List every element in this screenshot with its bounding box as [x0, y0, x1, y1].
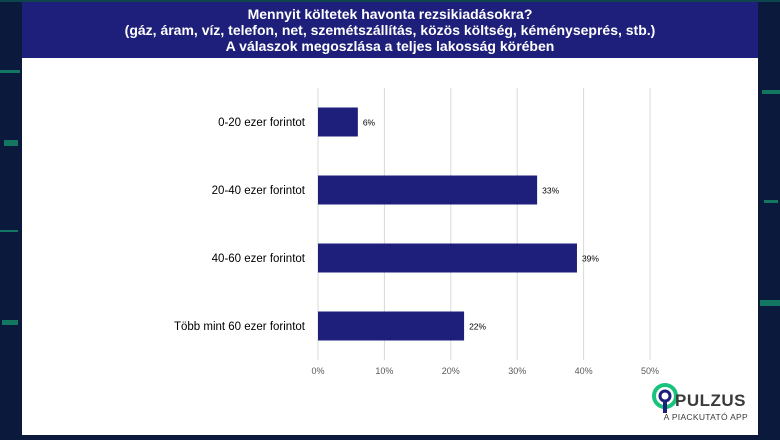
x-tick-label: 10% [375, 366, 393, 376]
data-label: 39% [582, 254, 599, 264]
x-tick-label: 40% [575, 366, 593, 376]
bar-chart: 0% 10% 20% 30% 40% 50% 0-20 ezer forintot 6% 20-… [174, 88, 659, 376]
x-tick-label: 20% [442, 366, 460, 376]
pulzus-logo-icon [652, 383, 678, 413]
x-tick-label: 30% [508, 366, 526, 376]
category-label: 40-60 ezer forintot [212, 253, 306, 265]
data-label: 33% [542, 186, 559, 196]
chart-card: 0% 10% 20% 30% 40% 50% 0-20 ezer forintot 6% 20-… [22, 58, 758, 435]
category-label: 0-20 ezer forintot [218, 117, 306, 129]
brand-name: PULZUS [675, 391, 746, 410]
x-tick-label: 50% [641, 366, 659, 376]
bar [318, 243, 577, 273]
data-label: 22% [469, 322, 486, 332]
bar [318, 107, 358, 137]
category-label: 20-40 ezer forintot [212, 185, 306, 197]
bar [318, 311, 465, 341]
category-label: Több mint 60 ezer forintot [174, 321, 306, 333]
brand-tagline: A PIACKUTATÓ APP [663, 412, 748, 422]
x-tick-label: 0% [311, 366, 324, 376]
chart-title: Mennyit költetek havonta rezsikiadásokra… [22, 2, 758, 58]
title-line-2: (gáz, áram, víz, telefon, net, szemétszá… [124, 22, 656, 38]
bar [318, 175, 538, 205]
title-line-3: A válaszok megoszlása a teljes lakosság … [225, 38, 555, 54]
data-label: 6% [363, 118, 376, 128]
title-line-1: Mennyit költetek havonta rezsikiadásokra… [247, 6, 533, 22]
pulzus-logo: PULZUS A PIACKUTATÓ APP [650, 379, 750, 431]
